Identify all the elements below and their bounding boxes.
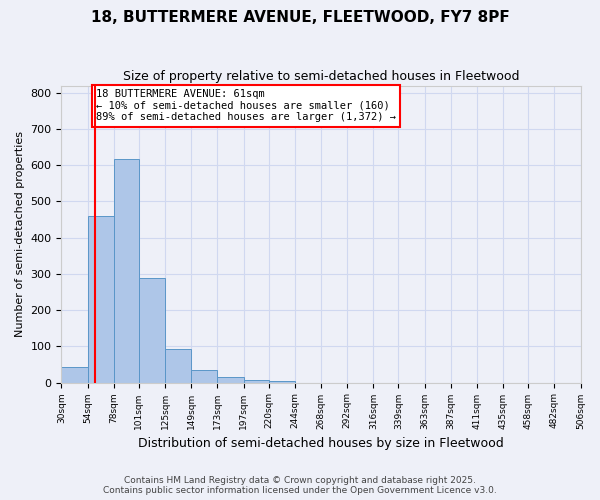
Bar [61,366,88,382]
Text: 18 BUTTERMERE AVENUE: 61sqm
← 10% of semi-detached houses are smaller (160)
89% : 18 BUTTERMERE AVENUE: 61sqm ← 10% of sem… [97,89,397,122]
Text: 18, BUTTERMERE AVENUE, FLEETWOOD, FY7 8PF: 18, BUTTERMERE AVENUE, FLEETWOOD, FY7 8P… [91,10,509,25]
Bar [139,278,165,382]
Bar [191,370,217,382]
Text: Contains HM Land Registry data © Crown copyright and database right 2025.
Contai: Contains HM Land Registry data © Crown c… [103,476,497,495]
Bar [217,378,244,382]
Title: Size of property relative to semi-detached houses in Fleetwood: Size of property relative to semi-detach… [123,70,519,83]
X-axis label: Distribution of semi-detached houses by size in Fleetwood: Distribution of semi-detached houses by … [138,437,504,450]
Bar [165,349,191,382]
Bar [88,216,114,382]
Bar [114,159,139,382]
Bar [269,381,295,382]
Y-axis label: Number of semi-detached properties: Number of semi-detached properties [15,131,25,337]
Bar [244,380,269,382]
